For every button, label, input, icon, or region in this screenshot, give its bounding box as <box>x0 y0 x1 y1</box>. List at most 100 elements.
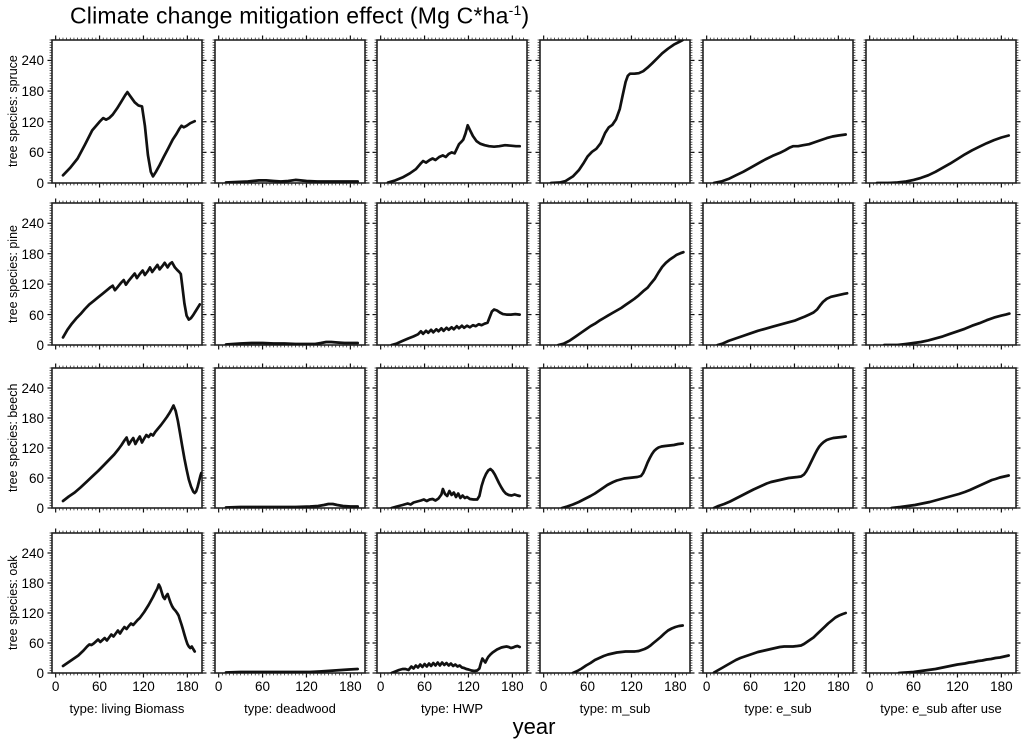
data-line <box>61 260 202 339</box>
x-tick-label: 120 <box>457 679 480 694</box>
panel-pine-hwp <box>372 198 532 350</box>
panel-beech-e-sub <box>698 363 858 513</box>
panel-frame <box>702 367 854 509</box>
panel-frame <box>51 202 203 346</box>
panel-frame <box>51 39 203 184</box>
x-tick-label: 120 <box>132 679 155 694</box>
data-line <box>549 40 685 183</box>
data-line <box>897 654 1011 673</box>
x-tick-label: 180 <box>827 679 850 694</box>
data-line <box>712 435 848 508</box>
data-line <box>712 611 848 673</box>
y-tick-label: 120 <box>21 114 44 130</box>
data-line <box>571 624 685 673</box>
panel-pine-deadwood <box>210 198 370 350</box>
panel-spruce-hwp <box>372 35 532 188</box>
x-tick-label: 60 <box>743 679 759 694</box>
x-tick-label: 180 <box>664 679 687 694</box>
panel-frame <box>702 39 854 184</box>
panel-frame <box>865 202 1017 346</box>
panel-frame <box>376 532 528 674</box>
y-tick-label: 240 <box>21 53 44 69</box>
data-line <box>61 90 197 178</box>
panel-frame <box>702 532 854 674</box>
panel-pine-living-biomass <box>47 198 207 350</box>
panel-spruce-deadwood <box>210 35 370 188</box>
panel-frame <box>539 367 691 509</box>
data-line <box>556 250 685 345</box>
data-line <box>61 583 197 668</box>
panel-frame <box>539 532 691 674</box>
panel-frame <box>865 532 1017 674</box>
figure-title-suffix: ) <box>521 2 530 29</box>
figure-title-superscript: -1 <box>508 2 522 18</box>
panel-spruce-living-biomass <box>47 35 207 188</box>
x-tick-label: 180 <box>339 679 362 694</box>
col-label-e-sub-after-use: type: e_sub after use <box>880 701 1002 716</box>
col-label-hwp: type: HWP <box>420 701 484 716</box>
y-tick-label: 60 <box>28 636 44 651</box>
panel-beech-m-sub <box>535 363 695 513</box>
panel-spruce-e-sub-after-use <box>861 35 1021 188</box>
x-tick-label: 60 <box>906 679 922 694</box>
col-label-deadwood: type: deadwood <box>244 701 336 716</box>
x-axis-label: year <box>512 714 556 739</box>
panel-oak-living-biomass <box>47 528 207 678</box>
panel-frame <box>376 202 528 346</box>
figure-title-main: Climate change mitigation effect (Mg C*h… <box>70 2 509 29</box>
panel-frame <box>539 202 691 346</box>
y-tick-label: 180 <box>21 576 44 591</box>
panel-pine-m-sub <box>535 198 695 350</box>
y-tick-label: 120 <box>21 277 44 293</box>
y-tick-label: 180 <box>21 411 44 426</box>
x-tick-label: 60 <box>580 679 596 694</box>
data-line <box>61 404 202 503</box>
y-tick-label: 0 <box>36 666 44 681</box>
x-tick-label: 0 <box>51 679 60 694</box>
x-tick-label: 60 <box>92 679 108 694</box>
x-tick-label: 0 <box>702 679 711 694</box>
panel-oak-deadwood <box>210 528 370 678</box>
data-line <box>890 474 1011 508</box>
y-tick-label: 180 <box>21 84 44 100</box>
panel-beech-e-sub-after-use <box>861 363 1021 513</box>
y-tick-label: 60 <box>28 307 44 323</box>
y-tick-label: 0 <box>36 338 44 353</box>
data-line <box>712 133 848 183</box>
panel-spruce-e-sub <box>698 35 858 188</box>
data-line <box>386 123 522 183</box>
panel-frame <box>214 39 366 184</box>
x-tick-label: 120 <box>783 679 806 694</box>
x-tick-label: 0 <box>539 679 548 694</box>
panel-beech-living-biomass <box>47 363 207 513</box>
panel-spruce-m-sub <box>535 35 695 188</box>
data-line <box>224 667 360 673</box>
x-tick-label: 120 <box>620 679 643 694</box>
x-tick-label: 180 <box>990 679 1013 694</box>
panel-oak-hwp <box>372 528 532 678</box>
panel-frame <box>214 202 366 346</box>
panel-frame <box>214 532 366 674</box>
panel-frame <box>539 39 691 184</box>
y-tick-label: 180 <box>21 246 44 262</box>
y-tick-label: 0 <box>36 176 44 191</box>
panel-frame <box>376 39 528 184</box>
panel-beech-deadwood <box>210 363 370 513</box>
col-label-m-sub: type: m_sub <box>579 701 651 716</box>
x-tick-label: 0 <box>865 679 874 694</box>
data-line <box>390 467 522 508</box>
panel-frame <box>865 39 1017 184</box>
panel-oak-e-sub-after-use <box>861 528 1021 678</box>
x-tick-label: 180 <box>176 679 199 694</box>
data-line <box>560 442 685 508</box>
col-label-e-sub: type: e_sub <box>744 701 812 716</box>
panel-frame <box>376 367 528 509</box>
y-tick-label: 120 <box>21 441 44 456</box>
x-tick-label: 60 <box>417 679 433 694</box>
panel-pine-e-sub-after-use <box>861 198 1021 350</box>
data-line <box>882 312 1011 345</box>
panel-frame <box>51 532 203 674</box>
y-tick-label: 60 <box>28 471 44 486</box>
panel-frame <box>214 367 366 509</box>
